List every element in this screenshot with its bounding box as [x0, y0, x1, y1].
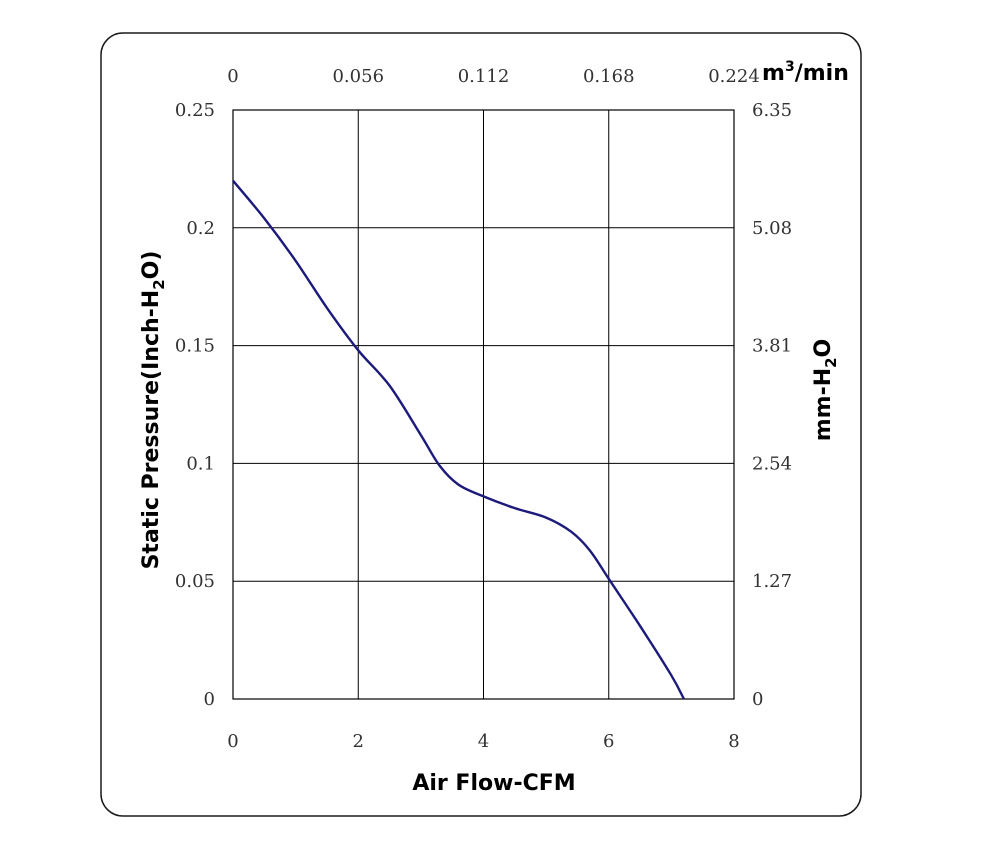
plot-border	[232, 109, 735, 700]
x2-tick-label: 0.112	[458, 66, 510, 87]
y2-axis-label-base: mm-H	[811, 368, 836, 441]
series-layer	[232, 179, 685, 700]
y-axis-label-subscript: 2	[150, 279, 168, 289]
y2-axis-label: mm-H2O	[811, 339, 840, 442]
y2-axis-label-subscript: 2	[822, 357, 840, 367]
y-tick-label: 0.1	[186, 453, 215, 474]
y-tick-label: 0	[204, 689, 215, 710]
x-axis-label: Air Flow-CFM	[412, 771, 575, 796]
x2-tick-label: 0.056	[332, 66, 384, 87]
y-tick-label: 0.05	[175, 571, 215, 592]
y2-tick-label: 2.54	[752, 453, 792, 474]
x-tick-label: 2	[353, 731, 364, 752]
x2-tick-label: 0.224	[708, 66, 760, 87]
grid-lines	[233, 110, 734, 699]
series-line	[232, 179, 685, 700]
x-tick-label: 6	[603, 731, 614, 752]
x-tick-label: 8	[728, 731, 739, 752]
x2-unit-tail: /min	[795, 61, 849, 86]
y2-tick-label: 0	[752, 689, 763, 710]
y-axis-label: Static Pressure(Inch-H2O)	[139, 251, 168, 570]
y2-tick-label: 6.35	[752, 100, 792, 121]
x2-axis-unit-label: m3/min	[762, 59, 849, 86]
tick-labels: 0 2 4 6 80 0.056 0.112 0.168 0.22400.050.10.150.…	[175, 66, 792, 752]
y-axis-label-tail: O)	[139, 251, 164, 280]
x2-tick-label: 0	[227, 66, 238, 87]
x-tick-label: 4	[478, 731, 489, 752]
y-tick-label: 0.25	[175, 100, 215, 121]
chart-frame	[100, 32, 862, 817]
x2-tick-label: 0.168	[583, 66, 635, 87]
x2-unit-superscript: 3	[785, 59, 795, 75]
y-tick-label: 0.2	[186, 218, 215, 239]
x-tick-label: 0	[227, 731, 238, 752]
y-tick-label: 0.15	[175, 336, 215, 357]
y2-axis-label-tail: O	[811, 339, 836, 358]
y2-tick-label: 1.27	[752, 571, 792, 592]
y2-tick-label: 3.81	[752, 336, 792, 357]
x2-unit-base: m	[762, 61, 785, 86]
y-axis-label-base: Static Pressure(Inch-H	[139, 290, 164, 570]
y2-tick-label: 5.08	[752, 218, 792, 239]
